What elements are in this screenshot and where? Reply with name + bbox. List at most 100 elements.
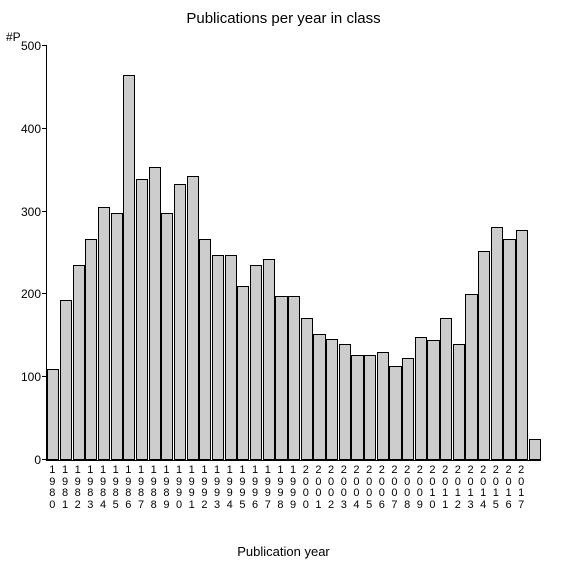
bar-slot	[199, 46, 212, 460]
bars-container	[47, 46, 541, 460]
bar-slot	[60, 46, 73, 460]
bar	[47, 369, 59, 460]
bar	[301, 318, 313, 460]
bar	[491, 227, 503, 460]
bar	[187, 176, 199, 460]
x-tick-label: 1984	[97, 462, 110, 511]
bar-slot	[161, 46, 174, 460]
bar-slot	[224, 46, 237, 460]
y-tick-label: 100	[11, 370, 41, 384]
x-tick-label: 1980	[46, 462, 59, 511]
bar	[402, 358, 414, 460]
x-tick-label: 1993	[211, 462, 224, 511]
bar-slot	[123, 46, 136, 460]
bar	[212, 255, 224, 460]
x-tick-label: 2003	[337, 462, 350, 511]
x-tick-label: 2014	[477, 462, 490, 511]
bar-slot	[326, 46, 339, 460]
plot-area: 0100200300400500	[46, 46, 541, 461]
bar	[199, 239, 211, 460]
bar	[427, 340, 439, 460]
bar	[136, 179, 148, 460]
bar-slot	[427, 46, 440, 460]
bar	[465, 294, 477, 460]
y-tick-mark	[42, 376, 47, 377]
x-tick-label: 2009	[413, 462, 426, 511]
bar	[478, 251, 490, 460]
bar-slot	[465, 46, 478, 460]
x-tick-label: 2012	[452, 462, 465, 511]
x-tick-label: 1987	[135, 462, 148, 511]
y-tick-mark	[42, 459, 47, 460]
x-tick-label: 2008	[401, 462, 414, 511]
bar	[250, 265, 262, 460]
x-tick-label: 1983	[84, 462, 97, 511]
bar	[123, 75, 135, 460]
x-tick-label: 1985	[109, 462, 122, 511]
bar-slot	[491, 46, 504, 460]
bar	[389, 366, 401, 460]
y-tick-mark	[42, 211, 47, 212]
bar-slot	[529, 46, 542, 460]
bar	[440, 318, 452, 460]
x-tick-label: 2016	[502, 462, 515, 511]
bar	[377, 352, 389, 460]
y-tick-label: 0	[11, 453, 41, 467]
bar-slot	[288, 46, 301, 460]
bar-slot	[402, 46, 415, 460]
x-tick-label: 1988	[147, 462, 160, 511]
bar	[73, 265, 85, 460]
y-tick-label: 500	[11, 39, 41, 53]
bar	[149, 167, 161, 460]
bar-slot	[148, 46, 161, 460]
x-tick-label: 1989	[160, 462, 173, 511]
bar	[503, 239, 515, 460]
bar-slot	[136, 46, 149, 460]
y-tick-mark	[42, 128, 47, 129]
x-tick-label: 1995	[236, 462, 249, 511]
bar-slot	[262, 46, 275, 460]
bar	[237, 286, 249, 460]
x-tick-label: 1996	[249, 462, 262, 511]
bar-slot	[376, 46, 389, 460]
x-tick-label: 1997	[261, 462, 274, 511]
bar-slot	[338, 46, 351, 460]
x-tick-label: 2004	[350, 462, 363, 511]
x-tick-label: 1998	[274, 462, 287, 511]
x-tick-label: 2011	[439, 462, 452, 511]
bar-slot	[364, 46, 377, 460]
bar	[351, 355, 363, 460]
bar-slot	[174, 46, 187, 460]
x-tick-label: 2010	[426, 462, 439, 511]
x-tick-label: 1990	[173, 462, 186, 511]
bar	[339, 344, 351, 460]
x-tick-label: 1991	[185, 462, 198, 511]
y-tick-label: 200	[11, 287, 41, 301]
bar	[313, 334, 325, 460]
y-tick-mark	[42, 45, 47, 46]
x-tick-label: 1981	[59, 462, 72, 511]
bar	[98, 207, 110, 460]
x-tick-labels: 1980198119821983198419851986198719881989…	[46, 462, 540, 511]
y-tick-label: 300	[11, 205, 41, 219]
x-tick-label: 2006	[375, 462, 388, 511]
bar	[275, 296, 287, 460]
bar-slot	[351, 46, 364, 460]
bar-slot	[503, 46, 516, 460]
x-tick-label: 1992	[198, 462, 211, 511]
bar	[288, 296, 300, 460]
bar	[529, 439, 541, 460]
bar-slot	[389, 46, 402, 460]
x-tick-label: 2000	[299, 462, 312, 511]
x-tick-label: 2017	[515, 462, 528, 511]
bar-slot	[237, 46, 250, 460]
bar	[60, 300, 72, 460]
x-tick-label: 2001	[312, 462, 325, 511]
x-tick-label: 1994	[223, 462, 236, 511]
bar-slot	[250, 46, 263, 460]
bar-slot	[212, 46, 225, 460]
y-tick-label: 400	[11, 122, 41, 136]
bar	[174, 184, 186, 460]
x-tick-label: 2002	[325, 462, 338, 511]
x-tick-label: 2007	[388, 462, 401, 511]
